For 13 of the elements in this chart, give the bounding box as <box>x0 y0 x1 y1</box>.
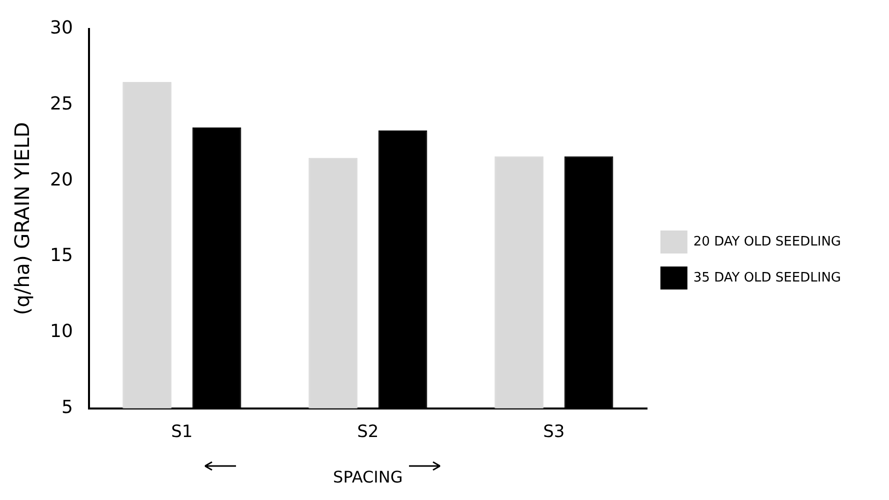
x-tick-label: S2 <box>357 422 379 442</box>
legend-label: 35 DAY OLD SEEDLING <box>693 270 842 286</box>
x-axis-title: SPACING <box>333 468 403 487</box>
y-tick-label: 20 <box>50 169 73 190</box>
x-tick-label: S1 <box>171 422 193 442</box>
y-axis-title: (q/ha) GRAIN YIELD <box>10 122 34 316</box>
y-tick-label: 5 <box>61 397 73 418</box>
x-tick-label: S3 <box>543 422 565 442</box>
y-tick-label: 15 <box>50 245 73 266</box>
y-tick-label: 10 <box>50 321 73 342</box>
legend-label: 20 DAY OLD SEEDLING <box>693 234 842 250</box>
y-tick-label: 30 <box>50 17 73 38</box>
y-tick-label: 25 <box>50 93 73 114</box>
